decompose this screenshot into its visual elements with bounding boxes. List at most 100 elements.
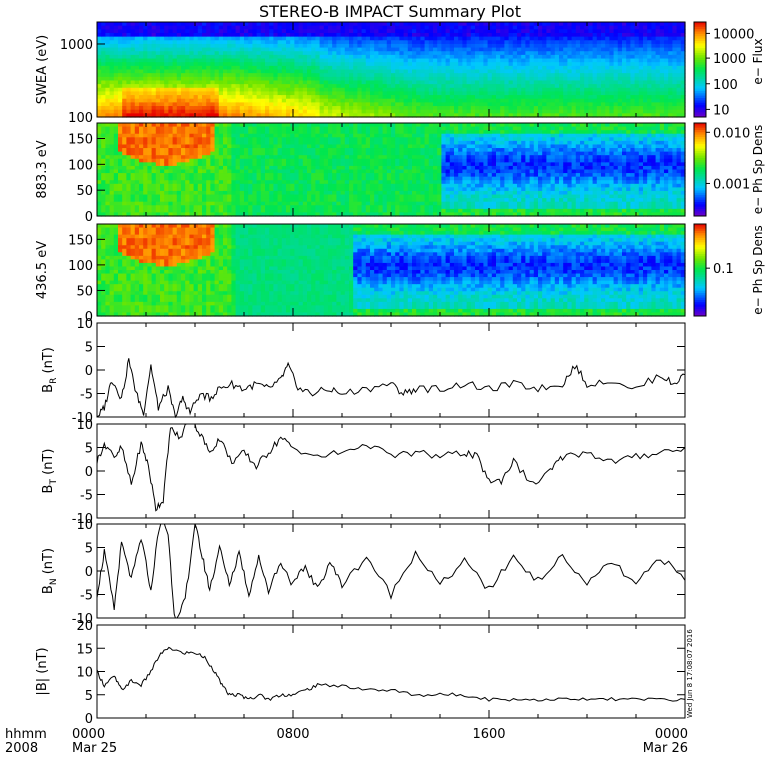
heatmap-cell	[571, 91, 577, 96]
heatmap-cell	[638, 113, 644, 118]
heatmap-cell	[664, 76, 669, 82]
heatmap-cell	[160, 95, 165, 100]
heatmap-cell	[588, 76, 594, 82]
heatmap-cell	[143, 58, 148, 63]
heatmap-cell	[139, 190, 144, 196]
heatmap-cell	[508, 43, 514, 49]
heatmap-cell	[399, 91, 405, 96]
heatmap-cell	[470, 43, 476, 49]
heatmap-cell	[370, 54, 375, 60]
heatmap-cell	[672, 32, 678, 38]
heatmap-cell	[210, 58, 216, 63]
heatmap-cell	[336, 29, 342, 34]
heatmap-cell	[638, 73, 644, 78]
heatmap-cell	[428, 69, 434, 74]
heatmap-cell	[483, 95, 489, 100]
heatmap-cell	[521, 84, 526, 89]
heatmap-cell	[139, 109, 144, 114]
heatmap-cell	[160, 32, 165, 38]
heatmap-cell	[512, 29, 518, 34]
heatmap-cell	[622, 102, 627, 107]
heatmap-cell	[491, 65, 497, 71]
heatmap-cell	[210, 208, 216, 214]
heatmap-cell	[676, 40, 682, 45]
heatmap-cell	[437, 76, 442, 82]
heatmap-cell	[512, 47, 518, 52]
heatmap-cell	[281, 180, 287, 185]
heatmap-cell	[575, 54, 581, 60]
heatmap-cell	[126, 183, 132, 188]
heatmap-cell	[496, 98, 501, 103]
heatmap-cell	[97, 140, 102, 146]
heatmap-cell	[546, 69, 552, 74]
heatmap-cell	[235, 162, 241, 167]
heatmap-cell	[277, 84, 283, 89]
heatmap-cell	[168, 58, 174, 63]
heatmap-cell	[130, 84, 136, 89]
heatmap-cell	[596, 80, 602, 85]
heatmap-cell	[668, 76, 673, 82]
heatmap-cell	[420, 54, 426, 60]
heatmap-cell	[344, 47, 350, 52]
heatmap-cell	[206, 180, 211, 185]
heatmap-cell	[542, 62, 547, 67]
heatmap-cell	[101, 201, 106, 206]
heatmap-cell	[239, 43, 245, 49]
heatmap-cell	[529, 29, 535, 34]
heatmap-cell	[197, 102, 203, 107]
heatmap-cell	[176, 123, 182, 128]
heatmap-cell	[101, 58, 106, 63]
heatmap-cell	[197, 54, 203, 60]
heatmap-cell	[609, 65, 615, 71]
heatmap-cell	[206, 43, 211, 49]
heatmap-cell	[559, 25, 564, 30]
heatmap-cell	[126, 32, 132, 38]
heatmap-cell	[353, 106, 358, 111]
heatmap-cell	[164, 40, 169, 45]
heatmap-cell	[118, 190, 123, 196]
heatmap-cell	[139, 106, 144, 111]
heatmap-cell	[265, 176, 270, 181]
heatmap-cell	[491, 113, 497, 118]
heatmap-cell	[97, 73, 102, 78]
heatmap-cell	[546, 106, 552, 111]
heatmap-cell	[260, 205, 266, 210]
heatmap-cell	[680, 73, 686, 78]
heatmap-cell	[651, 87, 657, 93]
heatmap-cell	[248, 140, 253, 146]
heatmap-cell	[202, 155, 207, 160]
heatmap-cell	[680, 40, 686, 45]
heatmap-cell	[155, 212, 161, 217]
heatmap-cell	[155, 198, 161, 203]
heatmap-cell	[277, 137, 283, 142]
heatmap-cell	[307, 98, 312, 103]
heatmap-cell	[244, 173, 249, 178]
heatmap-cell	[462, 58, 468, 63]
heatmap-cell	[353, 62, 358, 67]
heatmap-cell	[428, 91, 434, 96]
heatmap-cell	[256, 144, 262, 149]
heatmap-cell	[630, 47, 636, 52]
heatmap-cell	[109, 22, 115, 27]
heatmap-cell	[273, 54, 279, 60]
heatmap-cell	[134, 51, 140, 56]
heatmap-cell	[286, 109, 291, 114]
heatmap-cell	[109, 165, 115, 171]
heatmap-cell	[260, 208, 266, 214]
heatmap-cell	[298, 51, 304, 56]
heatmap-cell	[244, 180, 249, 185]
heatmap-cell	[181, 106, 186, 111]
heatmap-cell	[164, 65, 169, 71]
heatmap-cell	[193, 80, 199, 85]
heatmap-cell	[210, 87, 216, 93]
heatmap-cell	[189, 40, 195, 45]
heatmap-cell	[344, 113, 350, 118]
heatmap-cell	[134, 102, 140, 107]
heatmap-cell	[538, 40, 543, 45]
heatmap-cell	[668, 102, 673, 107]
heatmap-cell	[386, 47, 392, 52]
heatmap-cell	[445, 25, 451, 30]
heatmap-cell	[134, 40, 140, 45]
heatmap-cell	[202, 205, 207, 210]
heatmap-cell	[193, 51, 199, 56]
